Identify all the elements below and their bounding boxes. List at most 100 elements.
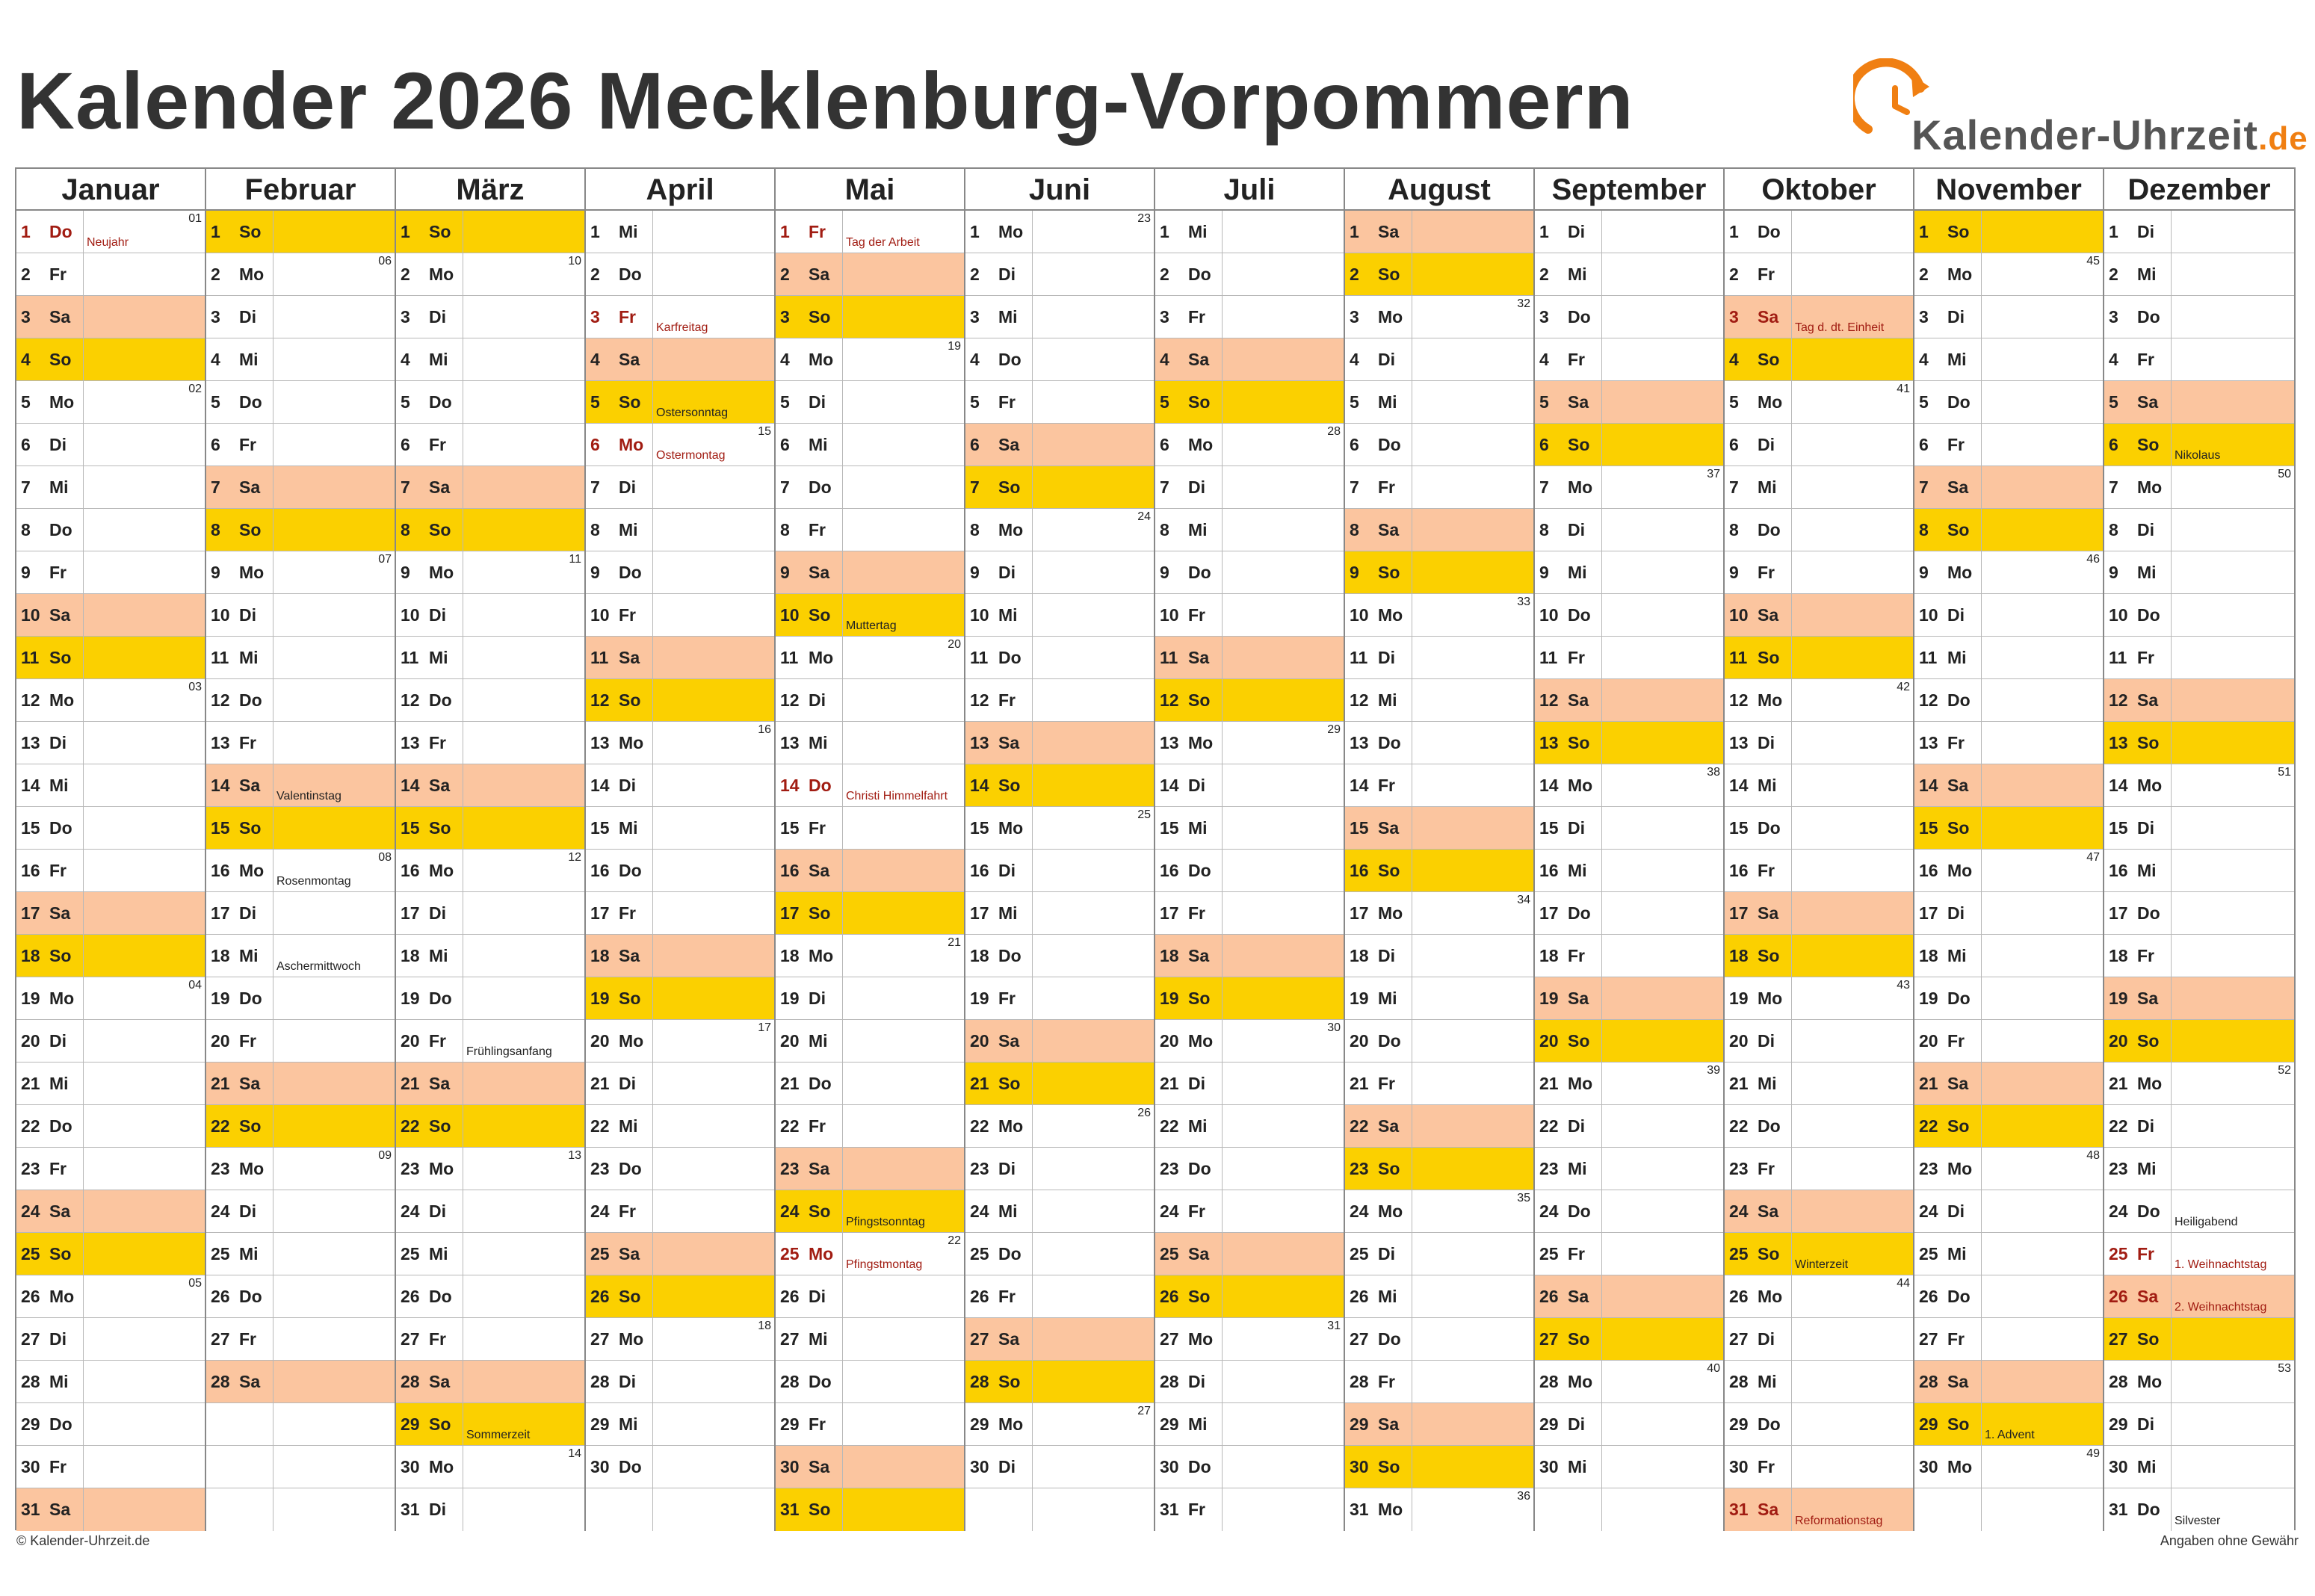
weekday: Mi — [239, 1243, 259, 1264]
day-cell: 30 Do — [1155, 1446, 1344, 1488]
day-cell: 4 So — [16, 338, 205, 381]
weekday: Fr — [49, 860, 67, 880]
day-label: 7 Mo — [2104, 466, 2172, 508]
day-label: 3 Di — [396, 296, 463, 338]
day-note — [1982, 637, 2103, 678]
empty-day-label — [1914, 1488, 1982, 1531]
day-cell: 1 Di — [1535, 211, 1723, 253]
day-cell: 21 Mo 52 — [2104, 1063, 2294, 1105]
weekday: Di — [1758, 1329, 1775, 1349]
day-note — [84, 637, 205, 678]
day-cell: 5 So Ostersonntag — [586, 381, 774, 424]
weekday: Mi — [998, 604, 1018, 625]
day-label: 21 Mo — [1535, 1063, 1602, 1104]
weekday: Sa — [809, 1456, 830, 1476]
weekday: Mi — [2137, 860, 2157, 880]
day-cell: 13 Do — [1345, 722, 1533, 764]
day-cell: 16 Sa — [776, 850, 964, 892]
week-number: 10 — [568, 255, 581, 267]
day-cell: 6 Mo Ostermontag 15 — [586, 424, 774, 466]
day-label: 12 So — [1155, 679, 1223, 721]
day-number: 27 — [1539, 1329, 1559, 1349]
day-number: 5 — [780, 392, 790, 412]
day-number: 24 — [1539, 1201, 1559, 1221]
day-number: 24 — [211, 1201, 230, 1221]
day-label: 27 Sa — [965, 1318, 1033, 1360]
day-number: 3 — [1350, 306, 1359, 327]
day-label: 27 Fr — [1914, 1318, 1982, 1360]
day-note: 05 — [84, 1275, 205, 1317]
day-number: 15 — [211, 817, 230, 838]
day-cell: 6 So — [1535, 424, 1723, 466]
day-label: 21 Di — [586, 1063, 653, 1104]
day-note: 2. Weihnachtstag — [2172, 1275, 2294, 1317]
day-cell: 15 Mo 25 — [965, 807, 1154, 850]
week-number: 27 — [1137, 1405, 1151, 1417]
day-cell: 19 Sa — [2104, 977, 2294, 1020]
weekday: Do — [1568, 1201, 1591, 1221]
day-number: 23 — [1919, 1158, 1938, 1178]
day-cell: 7 So — [965, 466, 1154, 509]
weekday: So — [2137, 434, 2160, 454]
day-number: 12 — [1160, 690, 1179, 710]
day-cell: 18 Mi — [1914, 935, 2103, 977]
weekday: Di — [619, 477, 636, 497]
day-note — [463, 1275, 584, 1317]
day-note — [1223, 977, 1344, 1019]
day-number: 24 — [21, 1201, 40, 1221]
day-note: Karfreitag — [653, 296, 774, 338]
day-label: 9 Sa — [776, 551, 843, 593]
week-number: 07 — [378, 553, 392, 566]
week-number: 23 — [1137, 212, 1151, 225]
day-number: 1 — [1919, 221, 1929, 241]
day-cell: 11 Di — [1345, 637, 1533, 679]
day-note — [1982, 764, 2103, 806]
weekday: Fr — [1947, 1329, 1965, 1349]
day-note — [1412, 722, 1533, 764]
day-number: 7 — [1350, 477, 1359, 497]
day-number: 10 — [1350, 604, 1369, 625]
day-label: 16 Mi — [1535, 850, 1602, 891]
empty-day-label — [206, 1446, 273, 1488]
day-note — [653, 338, 774, 380]
day-cell: 30 Di — [965, 1446, 1154, 1488]
day-note — [1602, 1020, 1723, 1062]
weekday: So — [239, 519, 262, 539]
day-label: 19 So — [586, 977, 653, 1019]
day-label: 11 Mi — [396, 637, 463, 678]
day-cell: 27 Mi — [776, 1318, 964, 1361]
day-note — [84, 1446, 205, 1488]
day-cell: 16 Mo 47 — [1914, 850, 2103, 892]
site-logo[interactable]: Kalender-Uhrzeit.de — [1853, 58, 2308, 158]
weekday: Do — [49, 221, 72, 241]
day-number: 19 — [1539, 988, 1559, 1008]
day-label: 5 Sa — [1535, 381, 1602, 423]
day-cell: 16 Do — [586, 850, 774, 892]
day-label: 19 Mi — [1345, 977, 1412, 1019]
day-number: 15 — [401, 817, 420, 838]
day-cell: 11 Sa — [586, 637, 774, 679]
day-label: 27 Di — [1725, 1318, 1792, 1360]
day-number: 31 — [780, 1500, 800, 1519]
day-cell: 13 Fr — [206, 722, 395, 764]
day-number: 17 — [1539, 903, 1559, 923]
day-number: 4 — [780, 349, 790, 369]
day-note — [1033, 850, 1154, 891]
day-cell: 24 Di — [206, 1190, 395, 1233]
day-note — [1223, 637, 1344, 678]
day-note: 17 — [653, 1020, 774, 1062]
day-cell: 7 Mo 50 — [2104, 466, 2294, 509]
weekday: Mo — [1378, 306, 1403, 327]
day-label: 30 Mo — [396, 1446, 463, 1488]
day-note — [1223, 1446, 1344, 1488]
day-cell: 21 Sa — [396, 1063, 584, 1105]
weekday: Mo — [809, 647, 834, 667]
day-cell: 26 Do — [1914, 1275, 2103, 1318]
day-number: 5 — [1729, 392, 1739, 412]
day-number: 17 — [780, 903, 800, 923]
day-number: 24 — [401, 1201, 420, 1221]
day-label: 4 Mi — [206, 338, 273, 380]
day-note — [1412, 935, 1533, 977]
day-note — [1223, 509, 1344, 551]
weekday: Mi — [1947, 945, 1967, 965]
